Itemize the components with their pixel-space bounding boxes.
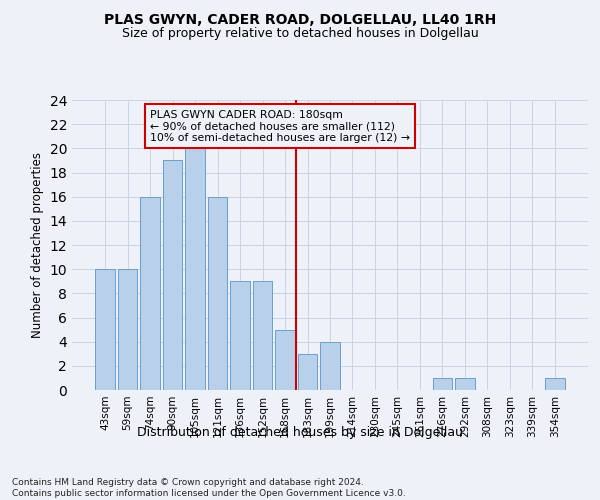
Text: Size of property relative to detached houses in Dolgellau: Size of property relative to detached ho… (122, 28, 478, 40)
Bar (230, 281, 250, 390)
Text: PLAS GWYN, CADER ROAD, DOLGELLAU, LL40 1RH: PLAS GWYN, CADER ROAD, DOLGELLAU, LL40 1… (104, 12, 496, 26)
Bar (455, 378, 475, 390)
Bar (208, 196, 227, 390)
Bar (433, 378, 452, 390)
Bar (163, 160, 182, 390)
Text: Distribution of detached houses by size in Dolgellau: Distribution of detached houses by size … (137, 426, 463, 439)
Bar (118, 269, 137, 390)
Bar (95, 269, 115, 390)
Bar (545, 378, 565, 390)
Text: Contains HM Land Registry data © Crown copyright and database right 2024.
Contai: Contains HM Land Registry data © Crown c… (12, 478, 406, 498)
Bar (298, 354, 317, 390)
Bar (140, 196, 160, 390)
Y-axis label: Number of detached properties: Number of detached properties (31, 152, 44, 338)
Bar (185, 148, 205, 390)
Text: PLAS GWYN CADER ROAD: 180sqm
← 90% of detached houses are smaller (112)
10% of s: PLAS GWYN CADER ROAD: 180sqm ← 90% of de… (150, 110, 410, 143)
Bar (320, 342, 340, 390)
Bar (275, 330, 295, 390)
Bar (253, 281, 272, 390)
